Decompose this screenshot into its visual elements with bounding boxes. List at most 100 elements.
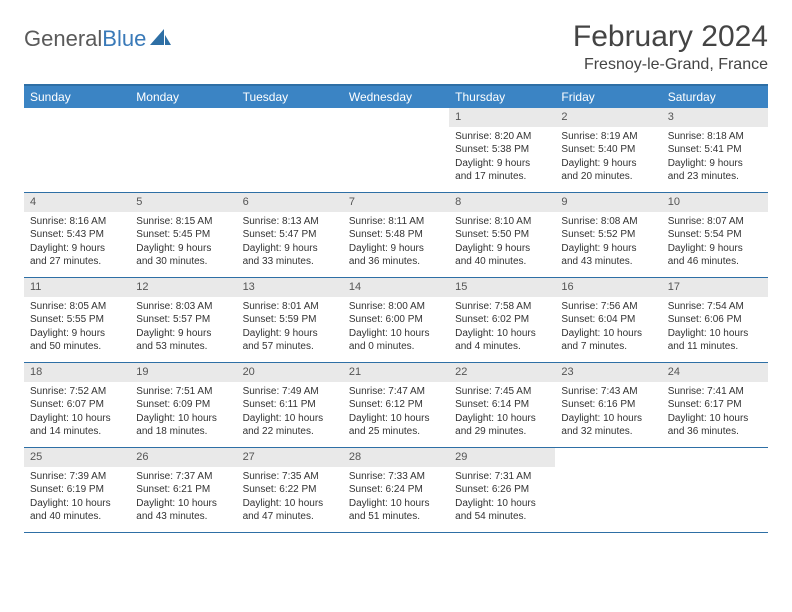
- day-details: Sunrise: 7:47 AMSunset: 6:12 PMDaylight:…: [343, 382, 449, 444]
- daylight-line: Daylight: 10 hours and 22 minutes.: [243, 412, 337, 439]
- daylight-line: Daylight: 10 hours and 11 minutes.: [668, 327, 762, 354]
- day-number: 28: [343, 448, 449, 467]
- day-details: Sunrise: 8:19 AMSunset: 5:40 PMDaylight:…: [555, 127, 661, 189]
- sunset-line: Sunset: 6:02 PM: [455, 313, 549, 327]
- calendar-week: 11Sunrise: 8:05 AMSunset: 5:55 PMDayligh…: [24, 278, 768, 363]
- day-details: Sunrise: 7:41 AMSunset: 6:17 PMDaylight:…: [662, 382, 768, 444]
- daylight-line: Daylight: 9 hours and 53 minutes.: [136, 327, 230, 354]
- day-details: Sunrise: 8:07 AMSunset: 5:54 PMDaylight:…: [662, 212, 768, 274]
- sunset-line: Sunset: 5:41 PM: [668, 143, 762, 157]
- day-details: Sunrise: 7:31 AMSunset: 6:26 PMDaylight:…: [449, 467, 555, 529]
- daylight-line: Daylight: 9 hours and 46 minutes.: [668, 242, 762, 269]
- sunset-line: Sunset: 6:19 PM: [30, 483, 124, 497]
- sunrise-line: Sunrise: 7:51 AM: [136, 385, 230, 399]
- calendar-day: 10Sunrise: 8:07 AMSunset: 5:54 PMDayligh…: [662, 193, 768, 277]
- day-number: 17: [662, 278, 768, 297]
- daylight-line: Daylight: 10 hours and 14 minutes.: [30, 412, 124, 439]
- day-details: Sunrise: 8:11 AMSunset: 5:48 PMDaylight:…: [343, 212, 449, 274]
- daylight-line: Daylight: 9 hours and 57 minutes.: [243, 327, 337, 354]
- day-header-cell: Sunday: [24, 86, 130, 108]
- sunset-line: Sunset: 6:04 PM: [561, 313, 655, 327]
- calendar-day: 16Sunrise: 7:56 AMSunset: 6:04 PMDayligh…: [555, 278, 661, 362]
- calendar-day: 5Sunrise: 8:15 AMSunset: 5:45 PMDaylight…: [130, 193, 236, 277]
- sunset-line: Sunset: 6:24 PM: [349, 483, 443, 497]
- calendar-day: 27Sunrise: 7:35 AMSunset: 6:22 PMDayligh…: [237, 448, 343, 532]
- daylight-line: Daylight: 9 hours and 40 minutes.: [455, 242, 549, 269]
- sunset-line: Sunset: 5:48 PM: [349, 228, 443, 242]
- calendar-day: 15Sunrise: 7:58 AMSunset: 6:02 PMDayligh…: [449, 278, 555, 362]
- day-header-cell: Tuesday: [237, 86, 343, 108]
- sunset-line: Sunset: 6:12 PM: [349, 398, 443, 412]
- calendar-week: 18Sunrise: 7:52 AMSunset: 6:07 PMDayligh…: [24, 363, 768, 448]
- daylight-line: Daylight: 10 hours and 29 minutes.: [455, 412, 549, 439]
- calendar: SundayMondayTuesdayWednesdayThursdayFrid…: [24, 84, 768, 533]
- calendar-day: 21Sunrise: 7:47 AMSunset: 6:12 PMDayligh…: [343, 363, 449, 447]
- day-number: 22: [449, 363, 555, 382]
- sunrise-line: Sunrise: 8:03 AM: [136, 300, 230, 314]
- daylight-line: Daylight: 9 hours and 23 minutes.: [668, 157, 762, 184]
- day-details: Sunrise: 7:49 AMSunset: 6:11 PMDaylight:…: [237, 382, 343, 444]
- daylight-line: Daylight: 9 hours and 50 minutes.: [30, 327, 124, 354]
- sunset-line: Sunset: 5:59 PM: [243, 313, 337, 327]
- calendar-day: 29Sunrise: 7:31 AMSunset: 6:26 PMDayligh…: [449, 448, 555, 532]
- day-number: 29: [449, 448, 555, 467]
- sunrise-line: Sunrise: 8:20 AM: [455, 130, 549, 144]
- day-number: 1: [449, 108, 555, 127]
- calendar-day-empty: [130, 108, 236, 192]
- sunrise-line: Sunrise: 7:39 AM: [30, 470, 124, 484]
- month-title: February 2024: [573, 20, 768, 54]
- sunrise-line: Sunrise: 7:37 AM: [136, 470, 230, 484]
- day-number: 13: [237, 278, 343, 297]
- sunrise-line: Sunrise: 8:01 AM: [243, 300, 337, 314]
- day-details: Sunrise: 8:00 AMSunset: 6:00 PMDaylight:…: [343, 297, 449, 359]
- sunrise-line: Sunrise: 7:47 AM: [349, 385, 443, 399]
- calendar-day: 1Sunrise: 8:20 AMSunset: 5:38 PMDaylight…: [449, 108, 555, 192]
- sunset-line: Sunset: 5:45 PM: [136, 228, 230, 242]
- day-details: Sunrise: 7:39 AMSunset: 6:19 PMDaylight:…: [24, 467, 130, 529]
- sunrise-line: Sunrise: 8:08 AM: [561, 215, 655, 229]
- sunrise-line: Sunrise: 7:35 AM: [243, 470, 337, 484]
- sunrise-line: Sunrise: 7:54 AM: [668, 300, 762, 314]
- calendar-day: 23Sunrise: 7:43 AMSunset: 6:16 PMDayligh…: [555, 363, 661, 447]
- daylight-line: Daylight: 9 hours and 33 minutes.: [243, 242, 337, 269]
- day-details: Sunrise: 7:51 AMSunset: 6:09 PMDaylight:…: [130, 382, 236, 444]
- calendar-day-empty: [555, 448, 661, 532]
- location: Fresnoy-le-Grand, France: [573, 56, 768, 74]
- sunrise-line: Sunrise: 8:05 AM: [30, 300, 124, 314]
- sunset-line: Sunset: 6:22 PM: [243, 483, 337, 497]
- sunset-line: Sunset: 6:14 PM: [455, 398, 549, 412]
- page-header: GeneralBlue February 2024 Fresnoy-le-Gra…: [24, 20, 768, 74]
- sunrise-line: Sunrise: 8:00 AM: [349, 300, 443, 314]
- day-number: 2: [555, 108, 661, 127]
- day-details: Sunrise: 7:56 AMSunset: 6:04 PMDaylight:…: [555, 297, 661, 359]
- sunrise-line: Sunrise: 7:45 AM: [455, 385, 549, 399]
- daylight-line: Daylight: 9 hours and 30 minutes.: [136, 242, 230, 269]
- calendar-day: 2Sunrise: 8:19 AMSunset: 5:40 PMDaylight…: [555, 108, 661, 192]
- calendar-day: 28Sunrise: 7:33 AMSunset: 6:24 PMDayligh…: [343, 448, 449, 532]
- calendar-day: 6Sunrise: 8:13 AMSunset: 5:47 PMDaylight…: [237, 193, 343, 277]
- sunset-line: Sunset: 6:21 PM: [136, 483, 230, 497]
- day-details: Sunrise: 8:20 AMSunset: 5:38 PMDaylight:…: [449, 127, 555, 189]
- day-details: Sunrise: 8:13 AMSunset: 5:47 PMDaylight:…: [237, 212, 343, 274]
- day-number: 10: [662, 193, 768, 212]
- sunset-line: Sunset: 5:57 PM: [136, 313, 230, 327]
- sunrise-line: Sunrise: 8:19 AM: [561, 130, 655, 144]
- day-details: Sunrise: 8:01 AMSunset: 5:59 PMDaylight:…: [237, 297, 343, 359]
- day-number: 4: [24, 193, 130, 212]
- daylight-line: Daylight: 10 hours and 0 minutes.: [349, 327, 443, 354]
- daylight-line: Daylight: 9 hours and 17 minutes.: [455, 157, 549, 184]
- day-number: 8: [449, 193, 555, 212]
- sunset-line: Sunset: 5:40 PM: [561, 143, 655, 157]
- day-details: Sunrise: 8:03 AMSunset: 5:57 PMDaylight:…: [130, 297, 236, 359]
- daylight-line: Daylight: 10 hours and 4 minutes.: [455, 327, 549, 354]
- day-number: 16: [555, 278, 661, 297]
- sunrise-line: Sunrise: 7:43 AM: [561, 385, 655, 399]
- day-details: Sunrise: 7:45 AMSunset: 6:14 PMDaylight:…: [449, 382, 555, 444]
- calendar-day: 13Sunrise: 8:01 AMSunset: 5:59 PMDayligh…: [237, 278, 343, 362]
- calendar-week: 4Sunrise: 8:16 AMSunset: 5:43 PMDaylight…: [24, 193, 768, 278]
- sunset-line: Sunset: 6:09 PM: [136, 398, 230, 412]
- day-details: Sunrise: 7:58 AMSunset: 6:02 PMDaylight:…: [449, 297, 555, 359]
- calendar-day: 22Sunrise: 7:45 AMSunset: 6:14 PMDayligh…: [449, 363, 555, 447]
- calendar-day: 18Sunrise: 7:52 AMSunset: 6:07 PMDayligh…: [24, 363, 130, 447]
- logo-sail-icon: [150, 27, 172, 52]
